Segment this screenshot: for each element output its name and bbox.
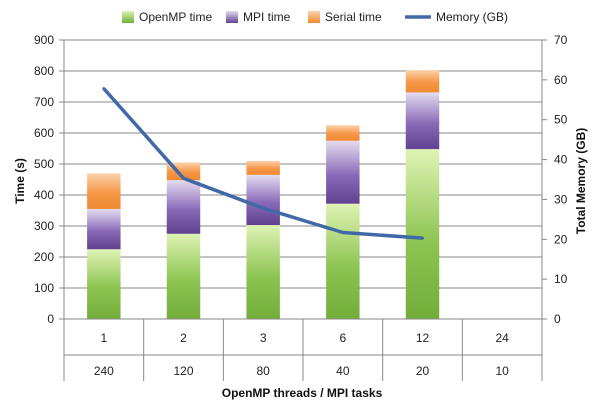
- legend-label-serial-time: Serial time: [325, 10, 382, 24]
- x-axis-title: OpenMP threads / MPI tasks: [222, 386, 383, 400]
- bar-mpi-time-1: [87, 208, 121, 250]
- memory-point: [421, 236, 424, 240]
- x-secondary-tick-label: 240: [94, 364, 114, 378]
- x-secondary-tick-label: 10: [495, 364, 509, 378]
- y-tick-label: 400: [34, 188, 54, 202]
- bar-serial-time-12: [405, 70, 440, 93]
- bar-openmp-time-2: [166, 233, 201, 319]
- y-tick-label: 900: [34, 33, 54, 47]
- y2-tick-label: 40: [554, 153, 568, 167]
- x-secondary-tick-label: 80: [256, 364, 270, 378]
- legend-swatch-openmp-time: [122, 11, 134, 23]
- x-tick-label: 1: [100, 331, 107, 345]
- memory-line-layer: [102, 87, 424, 240]
- bar-serial-time-6: [326, 125, 360, 141]
- bar-serial-time-1: [87, 173, 121, 209]
- legend-label-openmp-time: OpenMP time: [139, 10, 212, 24]
- bar-serial-time-3: [246, 160, 280, 175]
- legend-swatch-serial-time: [308, 11, 320, 23]
- y-tick-label: 700: [34, 95, 54, 109]
- y-tick-label: 500: [34, 157, 54, 171]
- y-tick-label: 800: [34, 64, 54, 78]
- memory-point: [102, 87, 106, 91]
- y2-tick-label: 70: [554, 33, 568, 47]
- bar-openmp-time-6: [326, 203, 360, 319]
- bar-openmp-time-1: [87, 249, 121, 319]
- y2-tick-label: 50: [554, 113, 568, 127]
- bar-openmp-time-12: [405, 149, 440, 319]
- axes: 0 100 200 300 400 500 600 700 800 900 0 10 20 30 40 50 6…: [34, 33, 568, 381]
- x-tick-label: 24: [495, 331, 509, 345]
- y-tick-label: 200: [34, 250, 54, 264]
- y2-tick-label: 0: [554, 312, 561, 326]
- bar-mpi-time-6: [326, 140, 360, 204]
- y-tick-label: 0: [47, 312, 54, 326]
- bar-mpi-time-2: [166, 180, 201, 234]
- x-tick-label: 2: [180, 331, 187, 345]
- grid-lines: [64, 39, 542, 320]
- x-tick-label: 6: [339, 331, 346, 345]
- x-tick-label: 3: [260, 331, 267, 345]
- bars: [87, 70, 440, 319]
- memory-point: [261, 206, 265, 210]
- bar-openmp-time-3: [246, 225, 280, 319]
- memory-point: [182, 176, 185, 180]
- x-tick-label: 12: [416, 331, 430, 345]
- y-tick-label: 600: [34, 126, 54, 140]
- legend-swatch-mpi-time: [226, 11, 238, 23]
- y-tick-label: 300: [34, 219, 54, 233]
- x-secondary-tick-label: 20: [416, 364, 430, 378]
- y2-tick-label: 60: [554, 73, 568, 87]
- x-secondary-tick-label: 40: [336, 364, 350, 378]
- bar-mpi-time-12: [405, 92, 440, 150]
- legend-label-memory-gb: Memory (GB): [436, 10, 508, 24]
- y2-axis-title: Total Memory (GB): [574, 128, 588, 234]
- y2-tick-label: 20: [554, 232, 568, 246]
- x-secondary-tick-label: 120: [173, 364, 193, 378]
- legend-label-mpi-time: MPI time: [243, 10, 291, 24]
- y-tick-label: 100: [34, 281, 54, 295]
- memory-point: [341, 231, 345, 235]
- bar-mpi-time-3: [246, 174, 280, 226]
- y2-tick-label: 10: [554, 272, 568, 286]
- legend: OpenMP time MPI time Serial time Memory (GB…: [122, 10, 508, 24]
- y-axis-title: Time (s): [13, 158, 27, 204]
- y2-tick-label: 30: [554, 192, 568, 206]
